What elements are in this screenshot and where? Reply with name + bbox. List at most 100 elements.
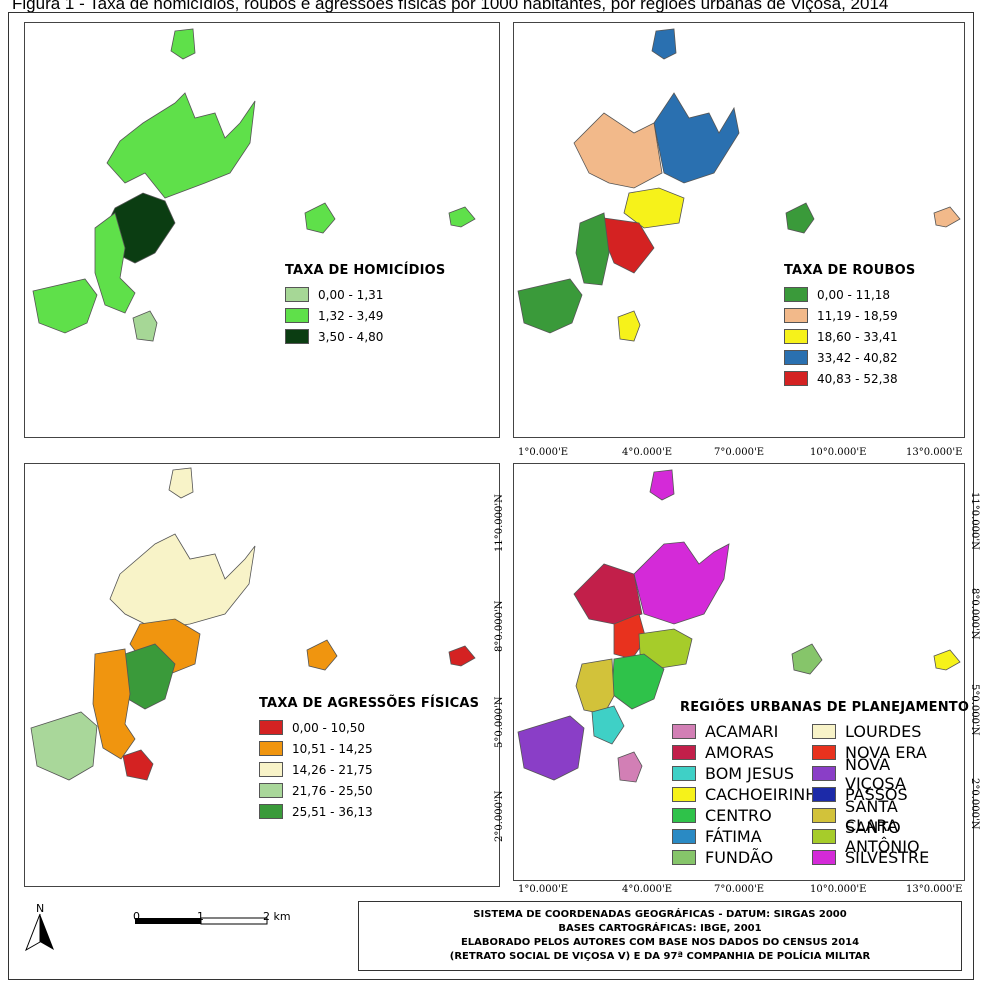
- legend-item: 18,60 - 33,41: [784, 326, 915, 347]
- legend-item: 10,51 - 14,25: [259, 738, 479, 759]
- roubos-map: [517, 28, 961, 342]
- y-tick-label: 5°0.000'N: [969, 684, 980, 736]
- homicidios-region-east1: [304, 202, 336, 234]
- legend-item: 40,83 - 52,38: [784, 368, 915, 389]
- region-nova-era: [613, 613, 647, 660]
- roubos-region-ne: [653, 92, 740, 184]
- legend-item: NOVA VIÇOSA: [812, 755, 952, 793]
- legend-label: 0,00 - 1,31: [318, 287, 384, 302]
- legend-swatch: [812, 850, 836, 865]
- x-tick-label: 1°0.000'E: [518, 447, 569, 458]
- legend-label: 25,51 - 36,13: [292, 804, 373, 819]
- legend-item: 33,42 - 40,82: [784, 347, 915, 368]
- legend-swatch: [285, 308, 309, 323]
- legend-swatch: [812, 829, 836, 844]
- x-tick-label: 7°0.000'E: [714, 884, 765, 895]
- legend-item: SANTO ANTÔNIO: [812, 818, 952, 856]
- legend-label: SANTO ANTÔNIO: [845, 817, 920, 856]
- homicidios-region-sw: [32, 278, 98, 334]
- scale-bar: 0 1 2 km: [133, 910, 303, 950]
- legend-label: FUNDÃO: [705, 848, 774, 867]
- legend-item: 25,51 - 36,13: [259, 801, 479, 822]
- legend-swatch: [812, 745, 836, 760]
- legend-swatch: [285, 329, 309, 344]
- legend-label: 33,42 - 40,82: [817, 350, 898, 365]
- legend-swatch: [259, 741, 283, 756]
- legend-swatch: [672, 787, 696, 802]
- legend-label: 21,76 - 25,50: [292, 783, 373, 798]
- region-santo-antonio: [638, 628, 693, 670]
- legend-item: BOM JESUS: [672, 763, 812, 784]
- y-tick-label: 11°0.000'N: [494, 494, 505, 552]
- legend-swatch: [672, 808, 696, 823]
- legend-swatch: [672, 724, 696, 739]
- x-tick-label: 7°0.000'E: [714, 447, 765, 458]
- legend-swatch: [784, 308, 808, 323]
- legend-swatch: [812, 724, 836, 739]
- region-nova-vicosa: [517, 715, 585, 781]
- homicidios-map: [32, 28, 476, 342]
- north-arrow: N: [22, 902, 64, 958]
- legend-label: AMORAS: [705, 743, 774, 762]
- legend-label: 18,60 - 33,41: [817, 329, 898, 344]
- figure-frame: [8, 12, 974, 980]
- agressoes-region-sw: [30, 711, 98, 781]
- legend-item: NOVA ERA: [812, 742, 952, 763]
- legend-swatch: [784, 287, 808, 302]
- legend-title: TAXA DE HOMICÍDIOS: [285, 263, 446, 278]
- legend-item: 1,32 - 3,49: [285, 305, 445, 326]
- legend-label: FÁTIMA: [705, 827, 762, 846]
- legend-label: 10,51 - 14,25: [292, 741, 373, 756]
- legend-swatch: [672, 745, 696, 760]
- region-fundao: [791, 643, 823, 675]
- agressoes-map: [30, 467, 476, 781]
- legend-swatch: [812, 808, 836, 823]
- map-panel-homicidios: TAXA DE HOMICÍDIOS 0,00 - 1,31 1,32 - 3,…: [24, 22, 500, 438]
- region-bom-jesus: [591, 705, 625, 745]
- x-tick-label: 13°0.000'E: [906, 447, 963, 458]
- legend-item: 3,50 - 4,80: [285, 326, 445, 347]
- agressoes-region-west: [92, 648, 136, 760]
- map-panel-roubos: TAXA DE ROUBOS 0,00 - 11,18 11,19 - 18,5…: [513, 22, 965, 438]
- legend-item: 11,19 - 18,59: [784, 305, 915, 326]
- scale-label-1: 1: [197, 910, 204, 923]
- y-tick-label: 11°0.000'N: [969, 492, 980, 550]
- map-panel-agressoes: TAXA DE AGRESSÕES FÍSICAS 0,00 - 10,50 1…: [24, 463, 500, 887]
- legend-swatch: [784, 329, 808, 344]
- scale-bar-graphic: [135, 917, 268, 925]
- agressoes-region-north: [168, 467, 194, 499]
- legend-item: SANTA CLARA: [812, 797, 952, 835]
- agressoes-region-east1: [306, 639, 338, 671]
- region-silvestre-north: [649, 469, 675, 501]
- agressoes-region-nw: [109, 533, 256, 630]
- legend-item: FUNDÃO: [672, 847, 812, 868]
- legend-item: LOURDES: [812, 721, 952, 742]
- legend-label: 0,00 - 10,50: [292, 720, 366, 735]
- legend-item: FÁTIMA: [672, 826, 812, 847]
- legend-item: 21,76 - 25,50: [259, 780, 479, 801]
- legend-label: NOVA ERA: [845, 743, 927, 762]
- roubos-region-yellow: [623, 187, 685, 229]
- roubos-region-east2: [933, 206, 961, 228]
- x-tick-label: 10°0.000'E: [810, 884, 867, 895]
- legend-swatch: [784, 350, 808, 365]
- legend-swatch: [784, 371, 808, 386]
- roubos-region-sw: [517, 278, 583, 334]
- legend-agressoes: TAXA DE AGRESSÕES FÍSICAS 0,00 - 10,50 1…: [259, 696, 479, 822]
- legend-swatch: [259, 783, 283, 798]
- homicidios-region-east2: [448, 206, 476, 228]
- legend-label: 0,00 - 11,18: [817, 287, 891, 302]
- x-tick-label: 13°0.000'E: [906, 884, 963, 895]
- legend-item: 14,26 - 21,75: [259, 759, 479, 780]
- legend-item: 0,00 - 11,18: [784, 284, 915, 305]
- y-tick-label: 8°0.000'N: [969, 588, 980, 640]
- scale-label-2: 2 km: [263, 910, 291, 923]
- north-arrow-icon: [25, 913, 54, 952]
- roubos-region-north: [651, 28, 677, 60]
- legend-item: SILVESTRE: [812, 847, 952, 868]
- agressoes-region-east2: [448, 645, 476, 667]
- x-tick-label: 4°0.000'E: [622, 884, 673, 895]
- info-line: BASES CARTOGRÁFICAS: IBGE, 2001: [558, 923, 762, 934]
- roubos-region-south: [617, 310, 641, 342]
- legend-item: AMORAS: [672, 742, 812, 763]
